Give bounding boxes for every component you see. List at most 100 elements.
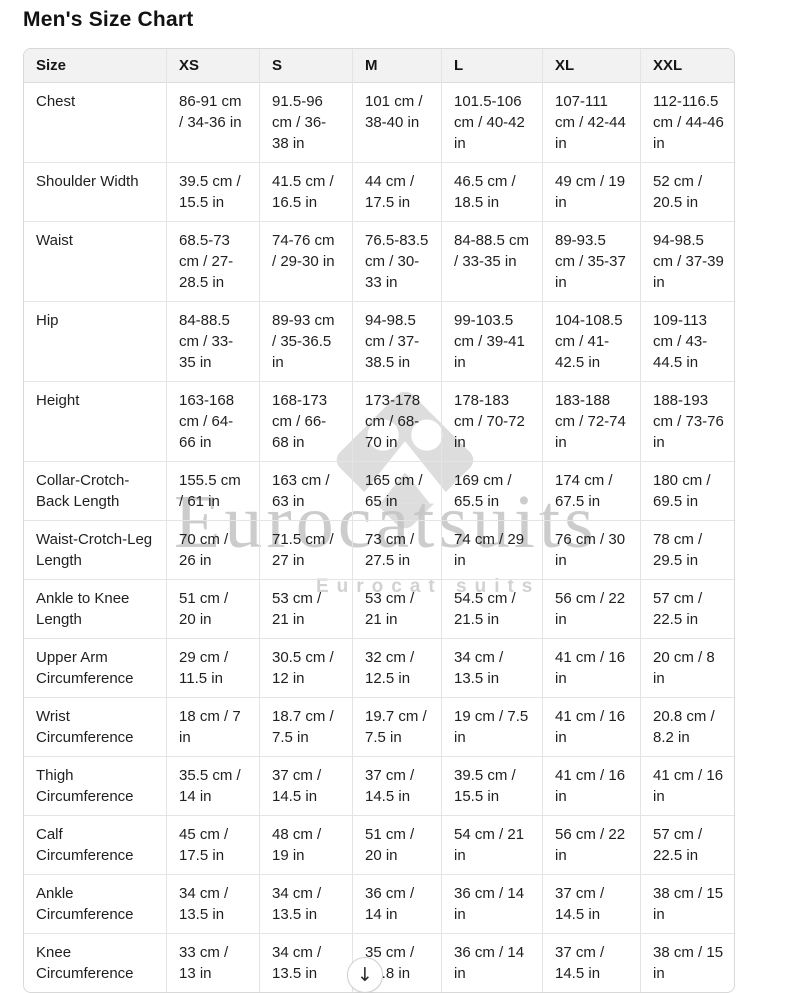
- measurement-cell: 32 cm / 12.5 in: [353, 639, 442, 698]
- column-header-xs: XS: [167, 49, 260, 83]
- measurement-cell: 91.5-96 cm / 36-38 in: [260, 83, 353, 163]
- size-chart-table-container: Eurocatsuits Eurocat suits Size XS S M L XL XX…: [23, 48, 735, 993]
- row-label: Knee Circumference: [24, 934, 167, 992]
- measurement-cell: 109-113 cm / 43-44.5 in: [641, 302, 734, 382]
- measurement-cell: 19 cm / 7.5 in: [442, 698, 543, 757]
- table-row: Collar-Crotch-Back Length 155.5 cm / 61 i…: [24, 462, 734, 521]
- scroll-down-button[interactable]: ↓: [347, 957, 383, 993]
- measurement-cell: 52 cm / 20.5 in: [641, 163, 734, 222]
- measurement-cell: 54.5 cm / 21.5 in: [442, 580, 543, 639]
- measurement-cell: 41.5 cm / 16.5 in: [260, 163, 353, 222]
- measurement-cell: 165 cm / 65 in: [353, 462, 442, 521]
- measurement-cell: 36 cm / 14 in: [442, 934, 543, 992]
- table-row: Wrist Circumference 18 cm / 7 in 18.7 cm /…: [24, 698, 734, 757]
- measurement-cell: 163 cm / 63 in: [260, 462, 353, 521]
- table-row: Waist-Crotch-Leg Length 70 cm / 26 in 71.5…: [24, 521, 734, 580]
- column-header-s: S: [260, 49, 353, 83]
- row-label: Chest: [24, 83, 167, 163]
- measurement-cell: 169 cm / 65.5 in: [442, 462, 543, 521]
- measurement-cell: 39.5 cm / 15.5 in: [442, 757, 543, 816]
- measurement-cell: 53 cm / 21 in: [260, 580, 353, 639]
- measurement-cell: 20 cm / 8 in: [641, 639, 734, 698]
- row-label: Ankle Circumference: [24, 875, 167, 934]
- row-label: Waist: [24, 222, 167, 302]
- measurement-cell: 76 cm / 30 in: [543, 521, 641, 580]
- measurement-cell: 73 cm / 27.5 in: [353, 521, 442, 580]
- measurement-cell: 45 cm / 17.5 in: [167, 816, 260, 875]
- measurement-cell: 107-111 cm / 42-44 in: [543, 83, 641, 163]
- measurement-cell: 41 cm / 16 in: [641, 757, 734, 816]
- measurement-cell: 38 cm / 15 in: [641, 875, 734, 934]
- measurement-cell: 37 cm / 14.5 in: [543, 875, 641, 934]
- measurement-cell: 89-93.5 cm / 35-37 in: [543, 222, 641, 302]
- measurement-cell: 41 cm / 16 in: [543, 639, 641, 698]
- row-label: Height: [24, 382, 167, 462]
- measurement-cell: 89-93 cm / 35-36.5 in: [260, 302, 353, 382]
- measurement-cell: 46.5 cm / 18.5 in: [442, 163, 543, 222]
- measurement-cell: 74-76 cm / 29-30 in: [260, 222, 353, 302]
- measurement-cell: 53 cm / 21 in: [353, 580, 442, 639]
- row-label: Waist-Crotch-Leg Length: [24, 521, 167, 580]
- measurement-cell: 74 cm / 29 in: [442, 521, 543, 580]
- row-label: Calf Circumference: [24, 816, 167, 875]
- measurement-cell: 101 cm / 38-40 in: [353, 83, 442, 163]
- measurement-cell: 99-103.5 cm / 39-41 in: [442, 302, 543, 382]
- measurement-cell: 34 cm / 13.5 in: [442, 639, 543, 698]
- measurement-cell: 68.5-73 cm / 27-28.5 in: [167, 222, 260, 302]
- measurement-cell: 34 cm / 13.5 in: [260, 875, 353, 934]
- measurement-cell: 163-168 cm / 64-66 in: [167, 382, 260, 462]
- row-label: Hip: [24, 302, 167, 382]
- column-header-m: M: [353, 49, 442, 83]
- measurement-cell: 183-188 cm / 72-74 in: [543, 382, 641, 462]
- row-label: Wrist Circumference: [24, 698, 167, 757]
- measurement-cell: 178-183 cm / 70-72 in: [442, 382, 543, 462]
- measurement-cell: 57 cm / 22.5 in: [641, 580, 734, 639]
- table-row: Upper Arm Circumference 29 cm / 11.5 in 30…: [24, 639, 734, 698]
- measurement-cell: 29 cm / 11.5 in: [167, 639, 260, 698]
- size-chart-table: Size XS S M L XL XXL Chest 86-91 cm / 34-36 in 9…: [24, 49, 734, 992]
- column-header-xl: XL: [543, 49, 641, 83]
- table-row: Height 163-168 cm / 64-66 in 168-173 cm / …: [24, 382, 734, 462]
- measurement-cell: 49 cm / 19 in: [543, 163, 641, 222]
- measurement-cell: 94-98.5 cm / 37-38.5 in: [353, 302, 442, 382]
- measurement-cell: 51 cm / 20 in: [167, 580, 260, 639]
- page-title: Men's Size Chart: [23, 8, 194, 31]
- measurement-cell: 39.5 cm / 15.5 in: [167, 163, 260, 222]
- column-header-l: L: [442, 49, 543, 83]
- table-row: Waist 68.5-73 cm / 27-28.5 in 74-76 cm / 2…: [24, 222, 734, 302]
- measurement-cell: 35.5 cm / 14 in: [167, 757, 260, 816]
- measurement-cell: 33 cm / 13 in: [167, 934, 260, 992]
- table-row: Ankle to Knee Length 51 cm / 20 in 53 cm /…: [24, 580, 734, 639]
- measurement-cell: 174 cm / 67.5 in: [543, 462, 641, 521]
- measurement-cell: 18 cm / 7 in: [167, 698, 260, 757]
- table-row: Ankle Circumference 34 cm / 13.5 in 34 cm …: [24, 875, 734, 934]
- measurement-cell: 36 cm / 14 in: [442, 875, 543, 934]
- measurement-cell: 180 cm / 69.5 in: [641, 462, 734, 521]
- measurement-cell: 51 cm / 20 in: [353, 816, 442, 875]
- measurement-cell: 57 cm / 22.5 in: [641, 816, 734, 875]
- column-header-xxl: XXL: [641, 49, 734, 83]
- measurement-cell: 155.5 cm / 61 in: [167, 462, 260, 521]
- measurement-cell: 76.5-83.5 cm / 30-33 in: [353, 222, 442, 302]
- measurement-cell: 37 cm / 14.5 in: [353, 757, 442, 816]
- measurement-cell: 112-116.5 cm / 44-46 in: [641, 83, 734, 163]
- measurement-cell: 104-108.5 cm / 41-42.5 in: [543, 302, 641, 382]
- measurement-cell: 37 cm / 14.5 in: [543, 934, 641, 992]
- measurement-cell: 86-91 cm / 34-36 in: [167, 83, 260, 163]
- table-row: Knee Circumference 33 cm / 13 in 34 cm / 1…: [24, 934, 734, 992]
- table-row: Calf Circumference 45 cm / 17.5 in 48 cm /…: [24, 816, 734, 875]
- row-label: Collar-Crotch-Back Length: [24, 462, 167, 521]
- measurement-cell: 48 cm / 19 in: [260, 816, 353, 875]
- measurement-cell: 34 cm / 13.5 in: [167, 875, 260, 934]
- measurement-cell: 173-178 cm / 68-70 in: [353, 382, 442, 462]
- measurement-cell: 44 cm / 17.5 in: [353, 163, 442, 222]
- measurement-cell: 37 cm / 14.5 in: [260, 757, 353, 816]
- table-row: Shoulder Width 39.5 cm / 15.5 in 41.5 cm /…: [24, 163, 734, 222]
- measurement-cell: 41 cm / 16 in: [543, 757, 641, 816]
- measurement-cell: 41 cm / 16 in: [543, 698, 641, 757]
- measurement-cell: 34 cm / 13.5 in: [260, 934, 353, 992]
- measurement-cell: 84-88.5 cm / 33-35 in: [167, 302, 260, 382]
- measurement-cell: 19.7 cm / 7.5 in: [353, 698, 442, 757]
- header-row: Size XS S M L XL XXL: [24, 49, 734, 83]
